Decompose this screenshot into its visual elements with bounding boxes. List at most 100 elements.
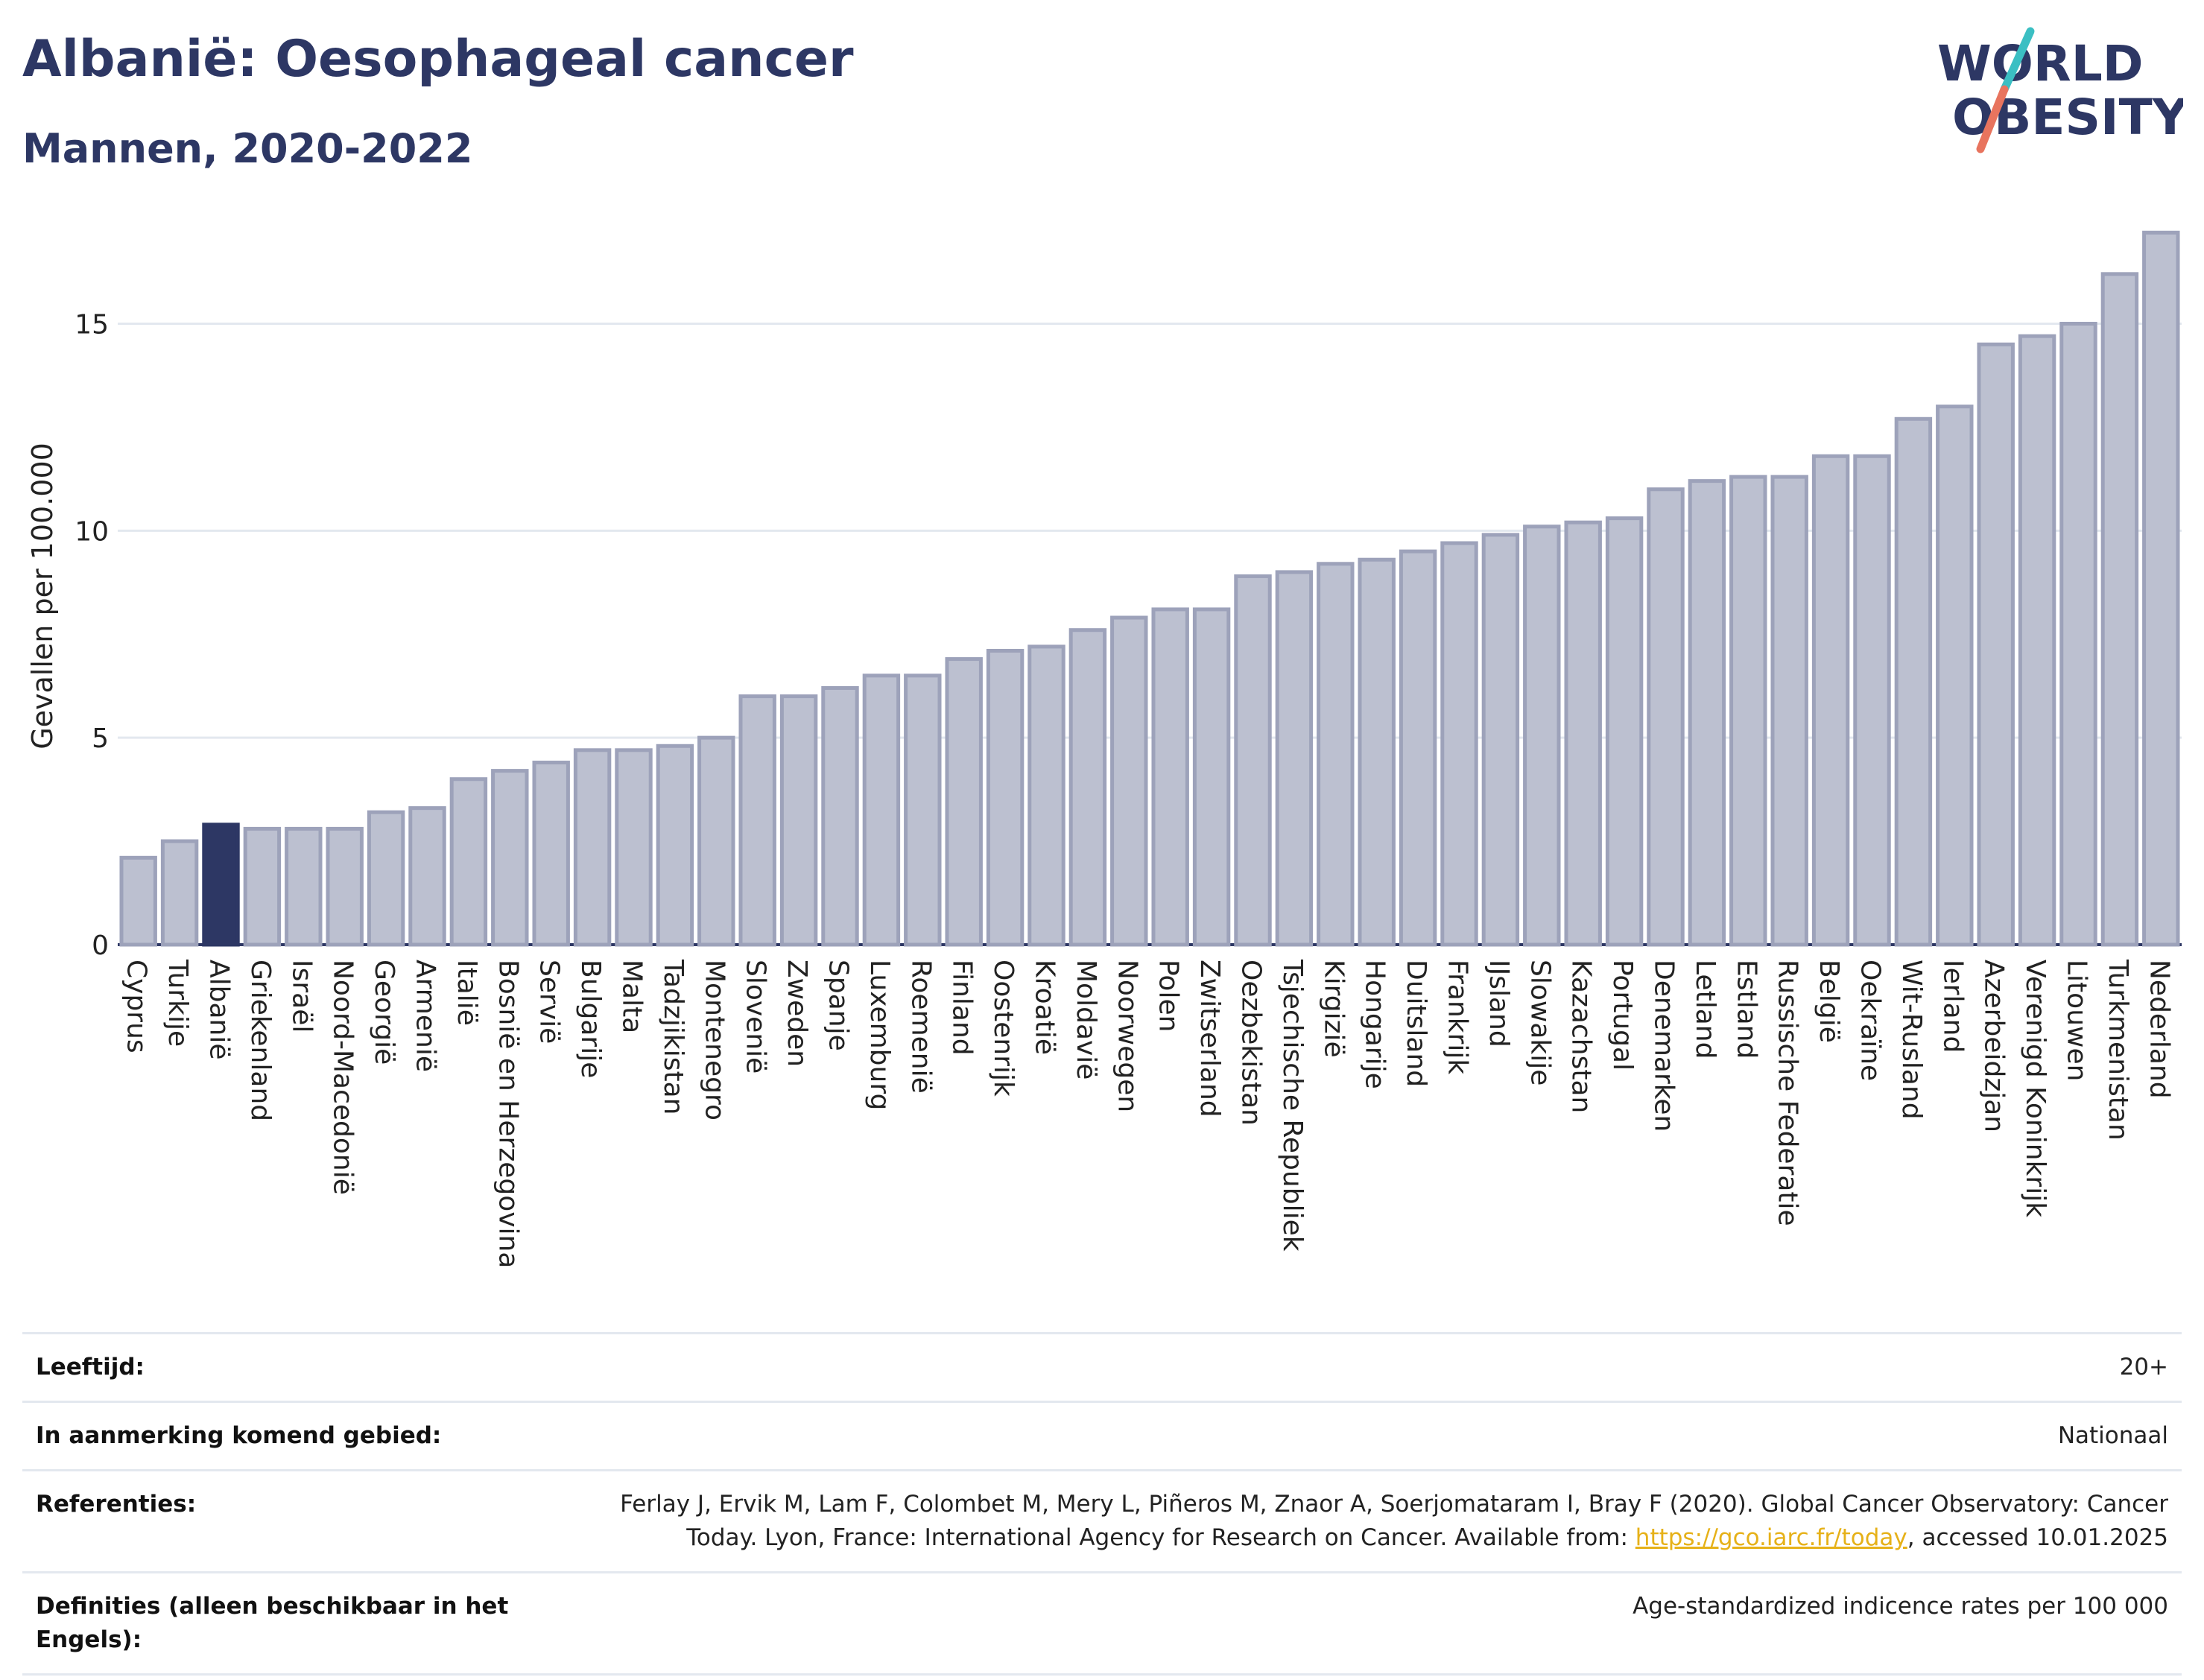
logo-line1: WORLD <box>1937 35 2144 92</box>
bar-isra-l <box>285 826 323 947</box>
bar-letland <box>1688 479 1726 947</box>
bar-griekenland <box>243 826 282 947</box>
bar-zwitserland <box>1192 607 1231 947</box>
bar-malta <box>615 748 653 947</box>
x-tick-label: Roemenië <box>905 960 936 1094</box>
references-value: Ferlay J, Ervik M, Lam F, Colombet M, Me… <box>541 1468 2182 1573</box>
bar-zweden <box>779 694 818 947</box>
x-tick-label: Portugal <box>1607 960 1638 1071</box>
bar-belgi- <box>1811 454 1850 947</box>
x-tick-label: Denemarken <box>1649 960 1679 1132</box>
x-tick-label: Moldavië <box>1071 960 1101 1080</box>
bar-frankrijk <box>1440 541 1478 947</box>
area-label: In aanmerking komend gebied: <box>22 1400 541 1471</box>
page-title: Albanië: Oesophageal cancer <box>22 30 854 89</box>
x-tick-labels: Cyprus Turkije Albanië Griekenland Israël Noo… <box>121 959 2175 1268</box>
x-tick-label: Turkmenistan <box>2103 959 2133 1141</box>
y-tick-label: 0 <box>92 931 109 961</box>
x-tick-label: Wit-Rusland <box>1896 960 1927 1120</box>
x-tick-label: Azerbeidzjan <box>1979 960 2010 1132</box>
x-tick-label: Albanië <box>204 960 235 1060</box>
x-tick-label: Verenigd Koninkrijk <box>2020 960 2051 1217</box>
age-value: 20+ <box>541 1332 2182 1402</box>
bar-kazachstan <box>1564 520 1602 947</box>
bar-luxemburg <box>862 673 901 947</box>
x-tick-label: Servië <box>534 960 565 1044</box>
bar-georgi- <box>367 810 405 947</box>
bar-kirgizi- <box>1317 562 1355 947</box>
x-tick-label: Noorwegen <box>1112 960 1142 1112</box>
y-tick-label: 15 <box>75 309 109 340</box>
x-tick-label: Georgië <box>369 960 399 1065</box>
x-tick-label: Hongarije <box>1360 960 1390 1089</box>
x-tick-label: Zwitserland <box>1194 960 1225 1118</box>
logo-slash-teal <box>2000 27 2035 94</box>
x-tick-label: Duitsland <box>1401 960 1431 1087</box>
x-tick-label: Slowakije <box>1524 960 1555 1085</box>
bar-russische-federatie <box>1770 475 1808 947</box>
area-value: Nationaal <box>541 1400 2182 1471</box>
x-tick-label: Italië <box>452 960 482 1026</box>
x-tick-label: Tadzjikistan <box>658 959 688 1115</box>
definitions-label: Definities (alleen beschikbaar in het En… <box>22 1570 541 1676</box>
bar-tadzjikistan <box>656 744 694 947</box>
x-tick-label: Luxemburg <box>864 960 895 1110</box>
x-tick-label: Kazachstan <box>1566 960 1597 1113</box>
meta-row-references: Referenties: Ferlay J, Ervik M, Lam F, C… <box>22 1468 2182 1573</box>
bar-kroati- <box>1027 644 1065 947</box>
x-tick-label: Slovenië <box>741 960 771 1074</box>
x-tick-label: Ierland <box>1937 960 1968 1053</box>
x-tick-label: Armenië <box>411 960 441 1072</box>
bar-verenigd-koninkrijk <box>2018 334 2056 947</box>
logo-slash-red <box>1976 85 2009 153</box>
x-tick-label: Oezbekistan <box>1236 960 1267 1126</box>
bar-albani- <box>202 822 240 947</box>
metadata-table: Leeftijd: 20+ In aanmerking komend gebie… <box>22 1332 2182 1676</box>
x-tick-label: Montenegro <box>699 960 729 1120</box>
bar-portugal <box>1605 516 1644 947</box>
x-tick-label: Frankrijk <box>1443 960 1473 1074</box>
x-tick-label: Estland <box>1731 960 1761 1059</box>
bar-hongarije <box>1358 557 1396 947</box>
bar-oezbekistan <box>1234 574 1272 947</box>
bar-bulgarije <box>573 748 612 947</box>
world-obesity-logo: WORLD OBESITY <box>1937 27 2183 153</box>
x-tick-label: Oostenrijk <box>988 960 1019 1097</box>
bar-noorwegen <box>1110 615 1148 947</box>
x-tick-label: Israël <box>286 960 317 1033</box>
bar-wit-rusland <box>1894 416 1933 947</box>
references-label: Referenties: <box>22 1468 541 1573</box>
bar-tsjechische-republiek <box>1275 570 1314 947</box>
bar-montenegro <box>697 735 735 947</box>
bar-azerbeidzjan <box>1977 342 2015 947</box>
bar-turkmenistan <box>2100 272 2139 947</box>
x-tick-label: Malta <box>617 960 647 1033</box>
bar-turkije <box>160 839 199 947</box>
bar-spanje <box>821 685 859 947</box>
x-tick-label: Bulgarije <box>575 960 606 1078</box>
age-label: Leeftijd: <box>22 1332 541 1402</box>
x-tick-label: Bosnië en Herzegovina <box>493 960 523 1268</box>
bar-litouwen <box>2059 321 2097 947</box>
x-tick-label: Cyprus <box>121 960 152 1053</box>
meta-row-age: Leeftijd: 20+ <box>22 1332 2182 1402</box>
bar-finland <box>945 657 983 947</box>
x-tick-label: België <box>1814 960 1844 1043</box>
bar-oekra-ne <box>1853 454 1891 947</box>
bar-estland <box>1729 475 1767 947</box>
x-tick-label: Turkije <box>162 959 193 1047</box>
bar-servi- <box>532 761 570 947</box>
x-tick-label: Griekenland <box>245 960 276 1121</box>
bar-ijsland <box>1481 533 1520 947</box>
x-tick-label: Polen <box>1153 960 1184 1032</box>
bar-denemarken <box>1647 487 1685 947</box>
x-tick-label: Litouwen <box>2062 960 2092 1081</box>
references-link[interactable]: https://gco.iarc.fr/today <box>1635 1524 1907 1551</box>
bar-oostenrijk <box>986 648 1025 947</box>
bar-armeni- <box>408 806 446 947</box>
x-tick-label: Spanje <box>823 960 854 1051</box>
bar-cyprus <box>119 855 157 947</box>
references-text-2: , accessed 10.01.2025 <box>1907 1524 2168 1551</box>
bar-chart: Gevallen per 100.000 0 5 10 15 Cyprus Turkij… <box>26 230 2182 1268</box>
x-tick-label: Kroatië <box>1030 960 1060 1055</box>
